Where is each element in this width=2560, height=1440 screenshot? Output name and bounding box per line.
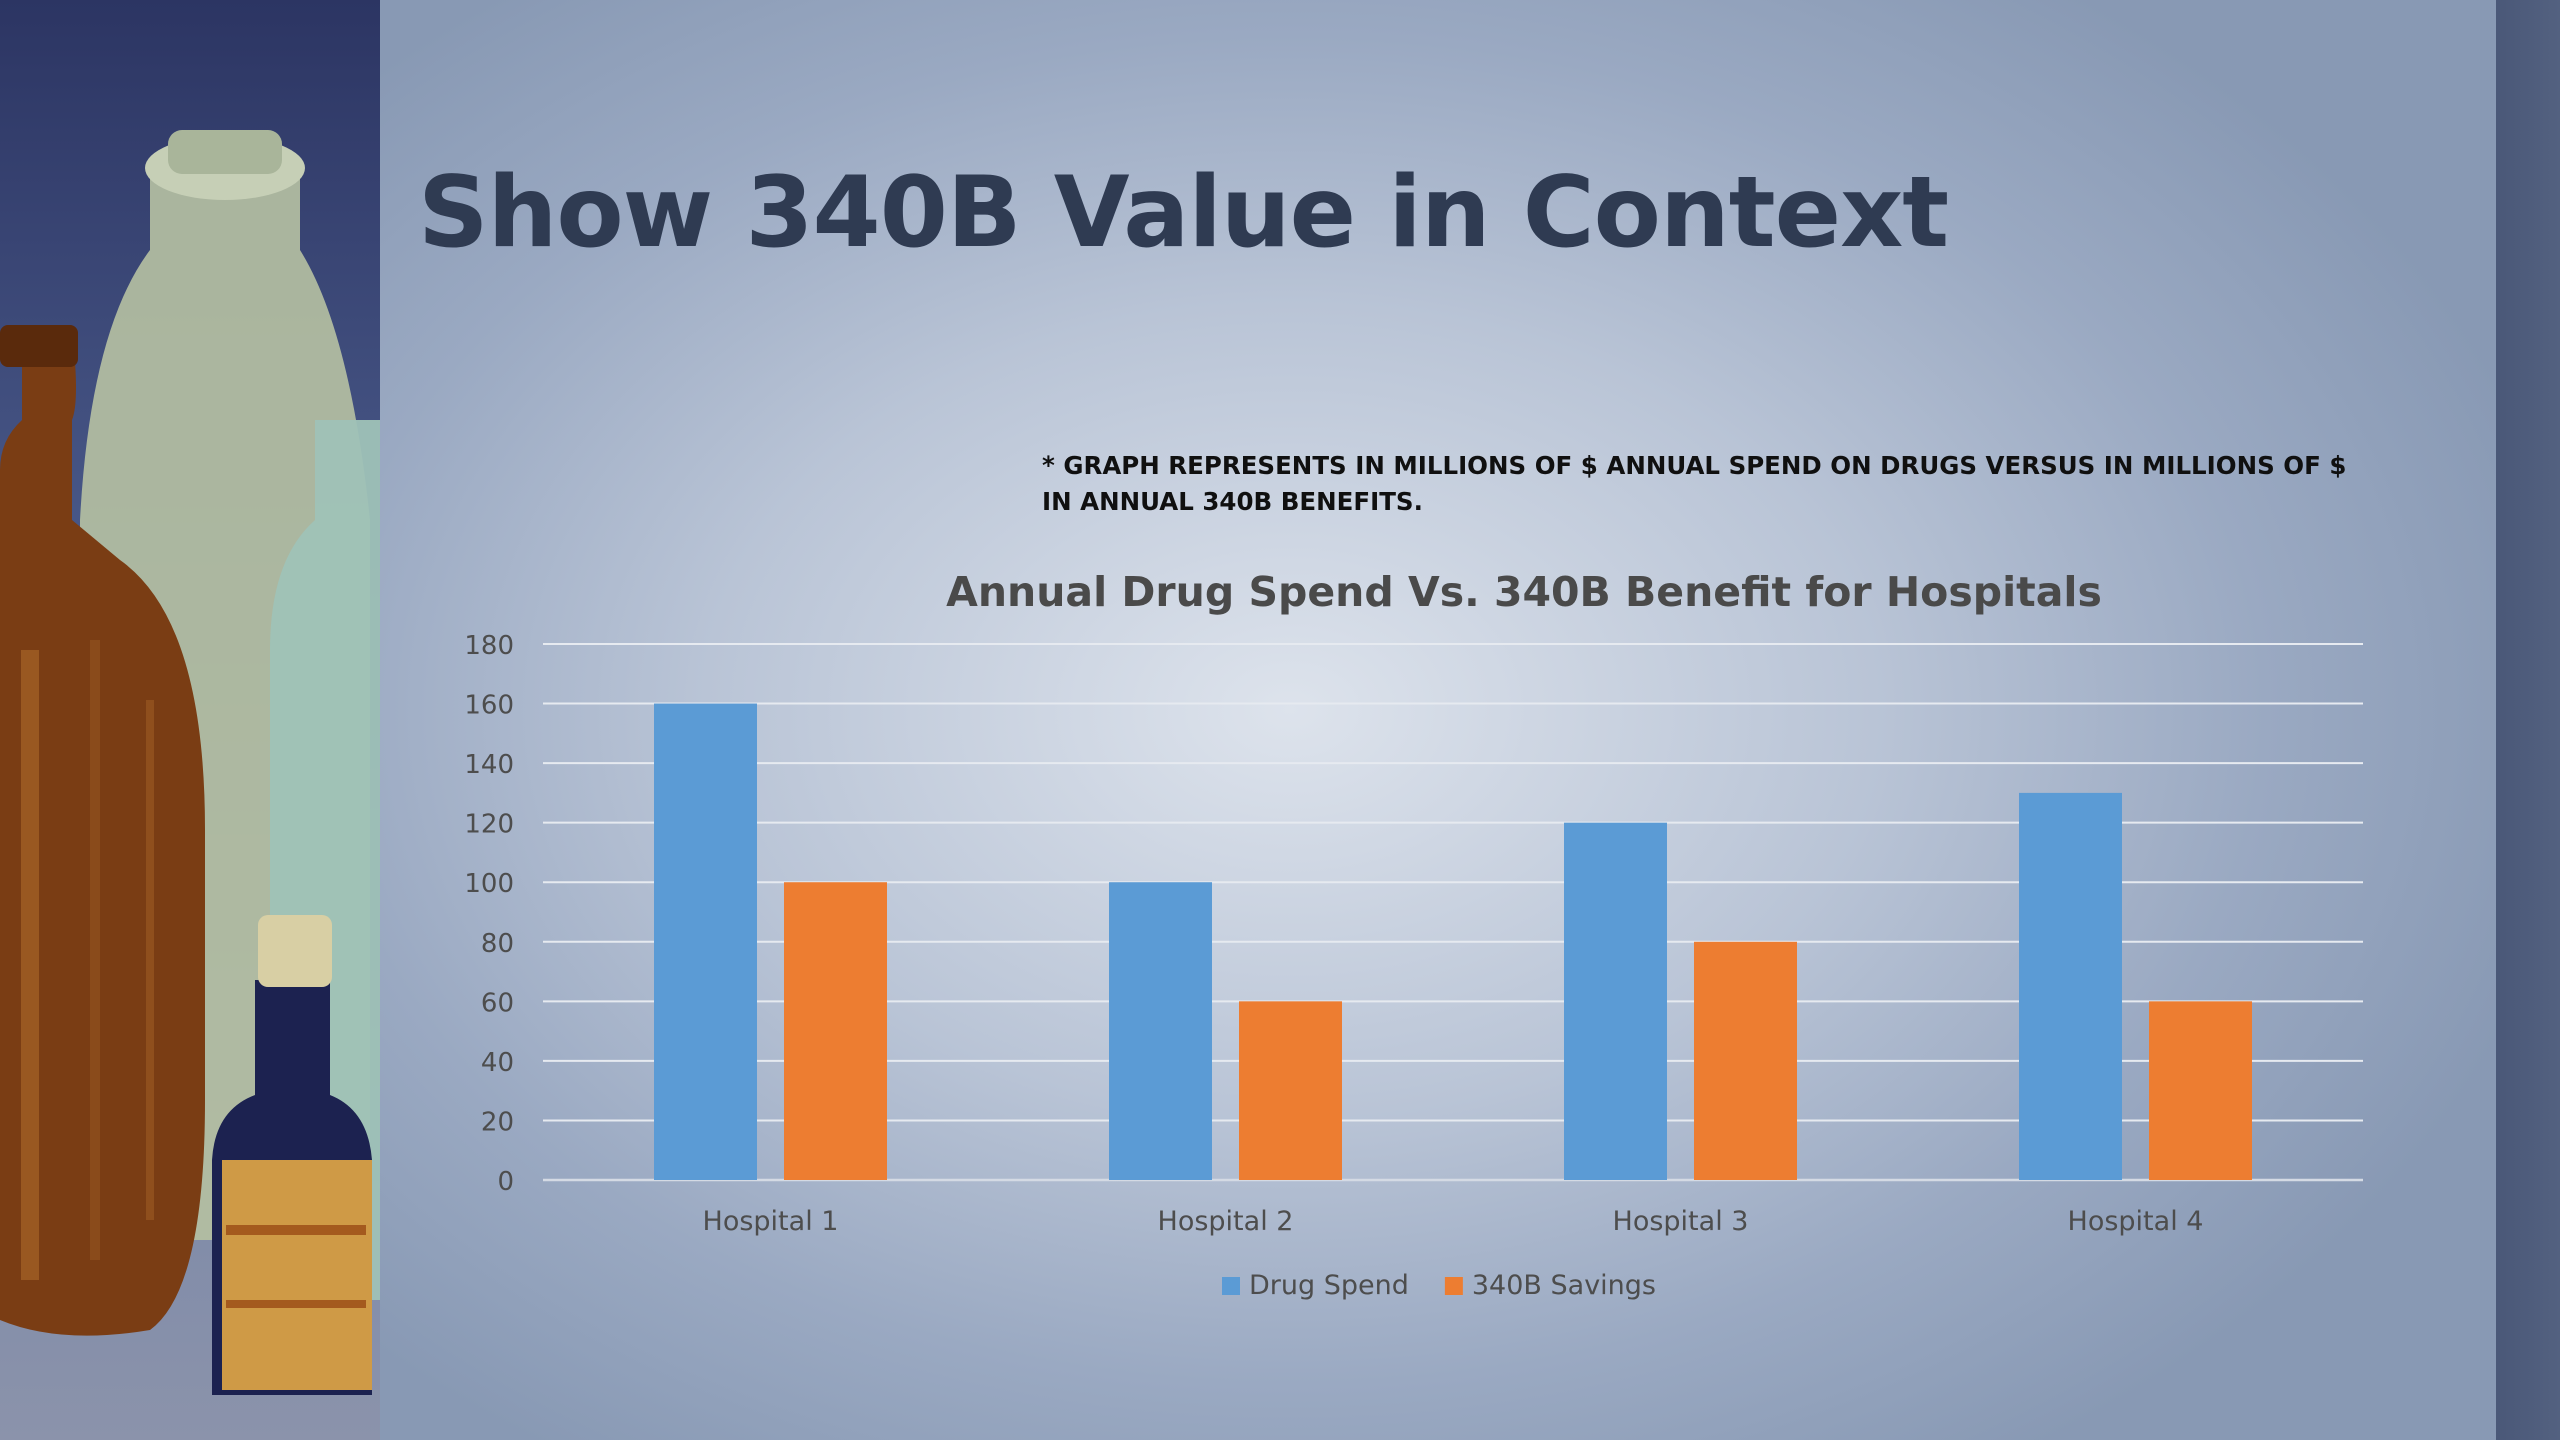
bar-chart: Annual Drug Spend Vs. 340B Benefit for H…	[464, 568, 2363, 1301]
y-tick-label: 40	[481, 1048, 514, 1078]
x-tick-label: Hospital 2	[1158, 1206, 1294, 1237]
x-tick-label: Hospital 4	[2068, 1206, 2204, 1237]
medicine-bottles-photo	[0, 0, 380, 1440]
bars	[654, 703, 2252, 1180]
legend-label: 340B Savings	[1472, 1270, 1656, 1301]
bar-drug-spend-3	[1564, 822, 1667, 1180]
legend-swatch	[1444, 1277, 1463, 1295]
x-tick-label: Hospital 3	[1613, 1206, 1749, 1237]
y-tick-label: 160	[464, 691, 514, 721]
bar-340b-savings-3	[1694, 941, 1797, 1180]
y-tick-label: 60	[481, 988, 514, 1018]
bar-drug-spend-1	[654, 703, 757, 1180]
x-tick-label: Hospital 1	[703, 1206, 839, 1237]
bottles-illustration	[0, 130, 380, 1395]
legend-swatch	[1222, 1277, 1240, 1295]
chart-note: * GRAPH REPRESENTS IN MILLIONS OF $ ANNU…	[1042, 451, 2347, 516]
y-tick-label: 120	[464, 810, 514, 840]
bar-drug-spend-4	[2019, 792, 2122, 1180]
y-tick-label: 140	[464, 750, 514, 780]
y-axis-tick-labels: 0 20 40 60 80 100 120 140 160 180	[464, 631, 514, 1197]
bar-340b-savings-2	[1239, 1001, 1342, 1180]
bar-340b-savings-1	[784, 882, 887, 1180]
legend: Drug Spend 340B Savings	[1222, 1270, 1656, 1301]
y-tick-label: 180	[464, 631, 514, 661]
legend-label: Drug Spend	[1249, 1270, 1409, 1301]
right-edge-bar	[2496, 0, 2560, 1440]
slide-title: Show 340B Value in Context	[418, 156, 1949, 270]
chart-title: Annual Drug Spend Vs. 340B Benefit for H…	[946, 568, 2102, 616]
y-tick-label: 100	[464, 869, 514, 899]
bar-340b-savings-4	[2149, 1001, 2252, 1180]
x-axis-tick-labels: Hospital 1 Hospital 2 Hospital 3 Hospital 4	[703, 1206, 2204, 1237]
y-tick-label: 20	[481, 1107, 514, 1137]
bar-drug-spend-2	[1109, 882, 1212, 1180]
y-tick-label: 80	[481, 929, 514, 959]
y-tick-label: 0	[497, 1167, 514, 1197]
